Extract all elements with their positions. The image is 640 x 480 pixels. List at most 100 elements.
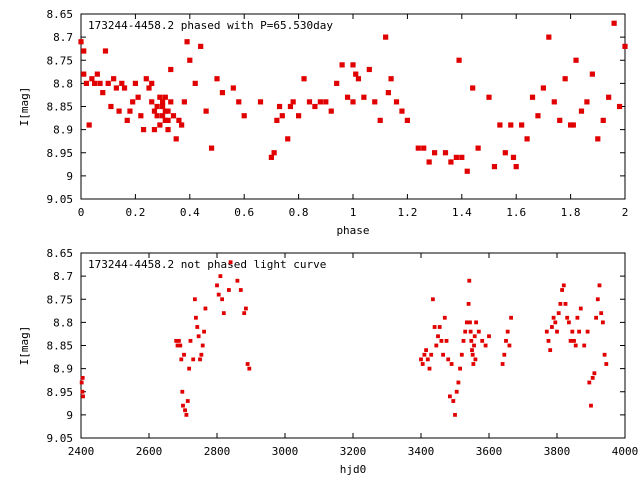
data-point	[105, 80, 111, 86]
data-point	[544, 329, 549, 334]
data-point	[573, 343, 578, 348]
data-point	[162, 108, 168, 114]
data-point	[334, 80, 340, 86]
data-point	[437, 325, 442, 329]
data-point	[353, 71, 359, 77]
data-point	[198, 43, 204, 49]
data-point	[86, 122, 92, 128]
data-point	[448, 394, 452, 399]
data-point	[185, 399, 190, 403]
data-point	[449, 362, 454, 366]
data-point	[165, 108, 171, 114]
data-point	[551, 315, 556, 320]
data-point	[219, 90, 226, 96]
data-point	[230, 85, 236, 91]
y-axis-label: I[mag]	[18, 87, 31, 127]
data-point	[221, 311, 226, 316]
data-point	[578, 108, 585, 114]
data-point	[563, 301, 568, 306]
x-tick-label: 1.8	[561, 206, 581, 219]
data-point	[470, 352, 475, 357]
data-point	[453, 412, 457, 417]
data-point	[464, 168, 470, 174]
data-point	[441, 352, 445, 357]
data-point	[116, 108, 122, 114]
data-point	[235, 278, 240, 283]
data-point	[469, 338, 474, 343]
data-point	[497, 122, 503, 128]
data-point	[162, 117, 168, 123]
data-point	[81, 71, 87, 77]
data-point	[471, 362, 476, 366]
data-point	[372, 99, 378, 105]
data-point	[432, 325, 437, 329]
data-point	[323, 99, 329, 105]
data-point	[162, 94, 168, 100]
data-point	[500, 362, 505, 366]
y-tick-label: 8.9	[53, 363, 73, 376]
data-point	[160, 113, 166, 119]
data-point	[192, 80, 198, 86]
data-point	[388, 76, 394, 82]
data-point	[483, 343, 488, 348]
data-point	[385, 90, 391, 96]
data-point	[597, 283, 602, 288]
data-point	[584, 99, 590, 105]
data-point	[404, 117, 410, 123]
x-tick-label: 0.8	[289, 206, 309, 219]
x-tick-label: 2	[622, 206, 629, 219]
data-point	[312, 103, 318, 110]
data-point	[170, 113, 177, 119]
data-point	[604, 362, 609, 366]
data-point	[568, 338, 573, 343]
data-point	[508, 122, 514, 128]
data-point	[92, 80, 98, 86]
data-point	[195, 325, 200, 329]
data-point	[176, 117, 182, 123]
data-point	[425, 357, 430, 362]
data-point	[168, 66, 174, 73]
y-tick-label: 9.05	[47, 193, 74, 206]
data-point	[470, 348, 474, 353]
data-point	[198, 357, 202, 362]
data-point	[505, 329, 510, 334]
data-point	[173, 136, 179, 142]
data-point	[575, 315, 580, 320]
data-point	[565, 315, 570, 320]
data-point	[279, 113, 285, 119]
data-point	[442, 150, 449, 156]
data-point	[271, 150, 277, 156]
data-point	[602, 352, 607, 357]
data-point	[121, 85, 128, 91]
data-point	[550, 325, 554, 329]
data-point	[468, 320, 472, 325]
data-point	[616, 103, 623, 110]
data-point	[199, 352, 204, 357]
x-tick-label: 3800	[544, 445, 571, 458]
y-tick-label: 8.95	[47, 386, 74, 399]
x-tick-label: 1.4	[452, 206, 472, 219]
data-point	[296, 113, 302, 119]
data-point	[285, 136, 291, 142]
x-tick-label: 2600	[136, 445, 163, 458]
data-point	[589, 403, 593, 408]
data-point	[154, 103, 160, 110]
data-point	[177, 338, 181, 343]
x-tick-label: 1	[350, 206, 357, 219]
data-point	[568, 122, 574, 128]
data-point	[475, 145, 481, 151]
data-point	[160, 99, 166, 105]
unphased-light-curve-plot: 2400 2600 2800 3000 3200 3400 3600 3800 4000 8.65…	[18, 247, 638, 476]
y-tick-label: 8.7	[53, 270, 73, 283]
data-point	[203, 108, 209, 114]
data-point	[138, 113, 144, 119]
data-point	[548, 348, 553, 353]
data-point	[486, 94, 492, 100]
data-point	[504, 338, 508, 343]
data-point	[421, 145, 427, 151]
data-point	[174, 338, 179, 343]
data-point	[214, 76, 220, 82]
data-point	[178, 343, 183, 348]
y-tick-label: 8.85	[47, 340, 74, 353]
